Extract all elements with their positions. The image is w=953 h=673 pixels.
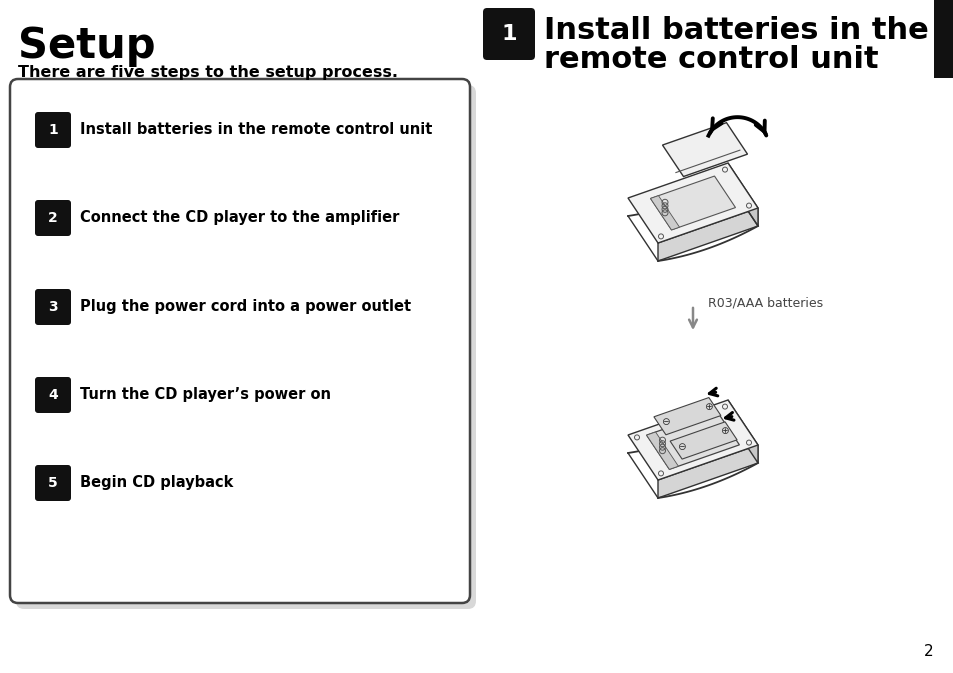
Text: R03/AAA batteries: R03/AAA batteries [707, 297, 822, 310]
Text: ⊖: ⊖ [676, 441, 685, 452]
Polygon shape [661, 122, 747, 176]
Text: ⊕: ⊕ [719, 427, 728, 437]
Polygon shape [669, 422, 737, 459]
FancyBboxPatch shape [16, 85, 476, 609]
Text: 2: 2 [923, 644, 933, 659]
Polygon shape [650, 176, 735, 230]
Text: Setup: Setup [18, 25, 155, 67]
Text: Install batteries in the: Install batteries in the [543, 16, 928, 45]
Polygon shape [658, 445, 758, 498]
Polygon shape [627, 163, 758, 243]
Text: Begin CD playback: Begin CD playback [80, 476, 233, 491]
Text: Install batteries in the remote control unit: Install batteries in the remote control … [80, 122, 432, 137]
Polygon shape [658, 208, 758, 261]
FancyBboxPatch shape [35, 465, 71, 501]
FancyBboxPatch shape [35, 377, 71, 413]
FancyBboxPatch shape [35, 200, 71, 236]
Bar [933, 0, 953, 78]
FancyBboxPatch shape [482, 8, 535, 60]
FancyBboxPatch shape [35, 112, 71, 148]
Polygon shape [653, 398, 720, 435]
Text: 3: 3 [49, 300, 58, 314]
Text: remote control unit: remote control unit [543, 45, 878, 74]
Text: Connect the CD player to the amplifier: Connect the CD player to the amplifier [80, 211, 399, 225]
Text: ⊖: ⊖ [659, 417, 669, 427]
Text: Plug the power cord into a power outlet: Plug the power cord into a power outlet [80, 299, 411, 314]
Text: ⊕: ⊕ [702, 402, 712, 412]
Text: 2: 2 [48, 211, 58, 225]
Text: There are five steps to the setup process.: There are five steps to the setup proces… [18, 65, 397, 80]
Text: 5: 5 [48, 476, 58, 490]
Polygon shape [646, 411, 739, 469]
FancyBboxPatch shape [10, 79, 470, 603]
Polygon shape [727, 163, 758, 226]
Text: Turn the CD player’s power on: Turn the CD player’s power on [80, 388, 331, 402]
Text: 1: 1 [500, 24, 517, 44]
FancyBboxPatch shape [35, 289, 71, 325]
Polygon shape [627, 400, 758, 480]
Text: 4: 4 [48, 388, 58, 402]
Polygon shape [650, 196, 679, 230]
Polygon shape [727, 400, 758, 463]
Polygon shape [646, 432, 678, 469]
Text: 1: 1 [48, 123, 58, 137]
